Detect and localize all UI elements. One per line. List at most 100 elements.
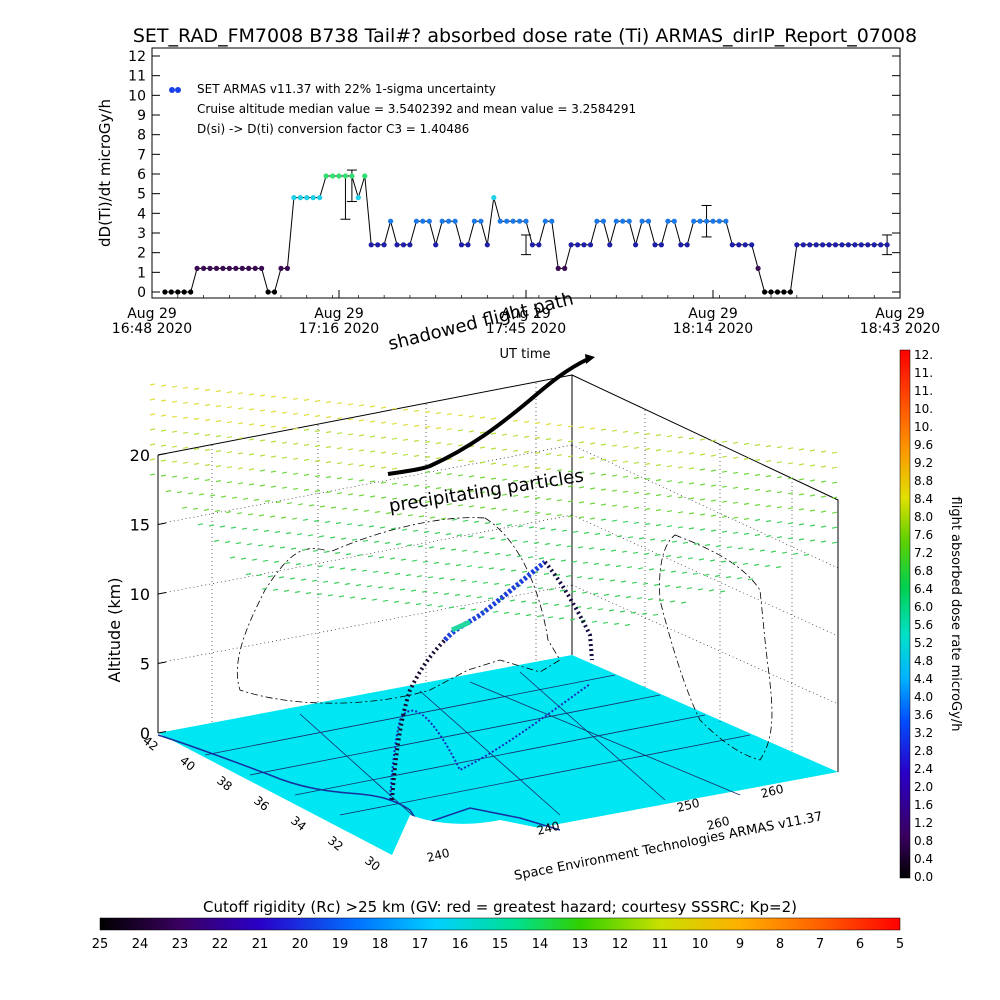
particle-mark — [732, 456, 739, 459]
particle-mark — [358, 464, 365, 467]
particle-mark — [274, 530, 281, 534]
particle-mark — [215, 450, 222, 453]
particle-mark — [809, 509, 816, 512]
particle-mark — [609, 579, 616, 582]
particle-mark — [335, 522, 342, 525]
particle-mark — [413, 484, 420, 487]
particle-mark — [457, 489, 464, 492]
particle-mark — [512, 509, 519, 512]
particle-mark — [278, 576, 285, 579]
particle-mark — [776, 491, 783, 494]
particle-mark — [534, 511, 541, 515]
particle-mark — [677, 466, 684, 469]
particle-mark — [378, 556, 385, 559]
particle-mark — [714, 574, 721, 578]
particle-mark — [505, 554, 512, 557]
wall-grid — [157, 383, 839, 754]
particle-mark — [435, 502, 442, 505]
particle-mark — [226, 421, 233, 424]
particle-mark — [213, 539, 220, 542]
cutoff-rigidity-tick-label: 6 — [856, 937, 864, 952]
particle-mark — [699, 528, 706, 531]
particle-mark — [468, 415, 475, 418]
particle-mark — [215, 480, 222, 483]
particle-mark — [699, 468, 706, 471]
data-point — [284, 265, 290, 271]
data-point — [691, 218, 697, 224]
data-point — [536, 242, 542, 248]
particle-mark — [242, 497, 249, 500]
particle-mark — [578, 516, 585, 519]
particle-mark — [428, 546, 435, 549]
particle-mark — [303, 458, 310, 461]
particle-mark — [369, 480, 376, 483]
particle-mark — [565, 575, 572, 578]
legend-marker — [169, 87, 175, 93]
cutoff-rigidity-tick-label: 17 — [412, 937, 429, 952]
particle-mark — [302, 518, 309, 521]
x-tick-time: 18:14 2020 — [673, 321, 753, 337]
particle-mark — [798, 493, 805, 496]
particle-mark — [566, 545, 573, 548]
particle-mark — [611, 504, 618, 507]
particle-mark — [345, 553, 352, 556]
particle-mark — [622, 505, 629, 508]
data-point — [433, 242, 439, 248]
particle-mark — [402, 438, 409, 441]
particle-mark — [372, 570, 379, 573]
particle-mark — [368, 525, 375, 528]
particle-mark — [456, 534, 463, 537]
particle-mark — [454, 593, 461, 597]
flight-3d-plot: shadowed flight path precipitating parti… — [105, 288, 839, 884]
dose-colorbar-tick-label: 4.4 — [914, 672, 933, 686]
particle-mark — [665, 555, 672, 558]
particle-mark — [204, 448, 211, 452]
particle-mark — [443, 592, 450, 595]
particle-mark — [193, 387, 200, 390]
particle-mark — [466, 565, 473, 568]
data-point — [168, 289, 174, 295]
particle-mark — [204, 418, 211, 422]
particle-mark — [149, 473, 156, 476]
particle-mark — [501, 463, 508, 466]
particle-mark — [591, 620, 598, 623]
particle-mark — [501, 433, 508, 436]
particle-mark — [325, 431, 332, 434]
particle-mark — [677, 511, 684, 514]
particle-mark — [303, 473, 310, 476]
particle-mark — [500, 538, 507, 541]
particle-mark — [655, 509, 662, 512]
particle-mark — [487, 597, 494, 600]
dose-colorbar-tick-label: 8.0 — [914, 510, 933, 524]
particle-mark — [290, 547, 297, 550]
particle-mark — [468, 430, 475, 433]
particle-mark — [721, 455, 728, 458]
data-point — [162, 289, 168, 295]
particle-mark — [413, 409, 420, 412]
particle-mark — [356, 554, 363, 557]
particle-mark — [438, 577, 445, 580]
shadowed-flight-path — [387, 356, 591, 476]
particle-mark — [391, 497, 398, 500]
particle-mark — [193, 477, 200, 480]
latitude-tick-label: 38 — [214, 773, 235, 793]
particle-mark — [688, 512, 695, 515]
particle-mark — [281, 441, 288, 444]
particle-mark — [160, 429, 167, 432]
particle-mark — [220, 495, 227, 498]
particle-mark — [385, 512, 392, 515]
data-point — [278, 265, 284, 271]
particle-mark — [602, 621, 609, 624]
particle-mark — [765, 490, 772, 493]
particle-mark — [330, 506, 337, 509]
particle-mark — [622, 460, 629, 463]
particle-mark — [421, 590, 428, 593]
particle-mark — [303, 443, 310, 446]
cutoff-rigidity-tick-label: 5 — [896, 937, 904, 952]
data-point — [388, 218, 394, 224]
cutoff-rigidity-tick-label: 25 — [92, 937, 109, 952]
particle-mark — [198, 493, 205, 496]
particle-mark — [355, 584, 362, 587]
particle-mark — [600, 473, 607, 476]
